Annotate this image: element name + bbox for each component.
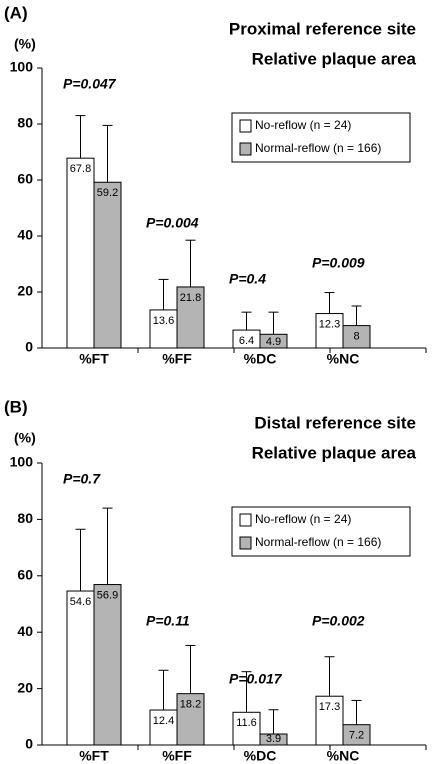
bar (93, 181, 122, 349)
y-axis-label: (%) (14, 430, 36, 446)
y-tick-label: 20 (17, 283, 33, 299)
chart-title: Proximal reference site (229, 19, 416, 38)
bar (232, 711, 261, 746)
p-value: P=0.017 (229, 671, 283, 687)
bar (342, 724, 371, 746)
y-tick-label: 40 (17, 623, 33, 639)
chart-title: Distal reference site (254, 413, 416, 432)
y-tick-label: 60 (17, 171, 33, 187)
value-label: 7.2 (349, 730, 364, 742)
value-label: 8 (353, 331, 359, 343)
legend-swatch (239, 142, 252, 156)
bar (259, 733, 288, 746)
bar (315, 695, 344, 746)
value-label: 56.9 (97, 589, 118, 601)
value-label: 18.2 (180, 699, 201, 711)
y-tick-label: 60 (17, 567, 33, 583)
y-tick-label: 40 (17, 227, 33, 243)
p-value: P=0.7 (63, 471, 101, 487)
bar (176, 693, 205, 746)
bar (149, 709, 178, 746)
bar (176, 286, 205, 349)
value-label: 13.6 (153, 315, 174, 327)
legend-swatch (239, 536, 252, 550)
x-tick-label: %NC (327, 748, 360, 764)
x-tick-label: %FF (162, 748, 192, 764)
value-label: 12.4 (153, 715, 174, 727)
legend-label: Normal-reflow (n = 166) (255, 141, 381, 155)
legend-box (231, 506, 411, 557)
x-tick-label: %FT (79, 748, 109, 764)
p-value: P=0.047 (63, 76, 117, 92)
legend-label: No-reflow (n = 24) (255, 118, 351, 132)
y-tick-label: 20 (17, 679, 33, 695)
value-label: 54.6 (70, 596, 91, 608)
value-label: 59.2 (97, 187, 118, 199)
value-label: 3.9 (266, 733, 281, 745)
bar (66, 157, 95, 349)
x-tick-label: %FT (79, 351, 109, 367)
legend-label: No-reflow (n = 24) (255, 512, 351, 526)
value-label: 11.6 (236, 717, 257, 729)
legend-swatch (239, 513, 252, 527)
bar (66, 590, 95, 746)
value-label: 4.9 (266, 336, 281, 348)
value-label: 67.8 (70, 163, 91, 175)
value-label: 6.4 (239, 335, 254, 347)
value-label: 12.3 (319, 318, 340, 330)
value-label: 21.8 (180, 292, 201, 304)
y-tick-label: 0 (25, 736, 33, 752)
bar (259, 333, 288, 349)
legend-label: Normal-reflow (n = 166) (255, 535, 381, 549)
bar (342, 325, 371, 349)
legend-box (231, 112, 411, 163)
bar (315, 313, 344, 349)
chart-title: Relative plaque area (252, 443, 417, 462)
p-value: P=0.002 (312, 613, 365, 629)
y-tick-label: 80 (17, 115, 33, 131)
legend-swatch (239, 119, 252, 133)
x-tick-label: %NC (327, 351, 360, 367)
p-value: P=0.11 (146, 613, 190, 629)
bar (149, 309, 178, 349)
panel-label: (B) (4, 397, 28, 416)
y-axis-label: (%) (14, 36, 36, 52)
x-tick-label: %DC (244, 748, 277, 764)
x-tick-label: %DC (244, 351, 277, 367)
chart-title: Relative plaque area (252, 49, 417, 68)
y-tick-label: 100 (10, 59, 34, 75)
bar (93, 584, 122, 746)
p-value: P=0.4 (229, 271, 266, 287)
y-tick-label: 0 (25, 339, 33, 355)
x-tick-label: %FF (162, 351, 192, 367)
panel-label: (A) (4, 3, 28, 22)
y-tick-label: 100 (10, 454, 34, 470)
value-label: 17.3 (319, 701, 340, 713)
y-tick-label: 80 (17, 510, 33, 526)
p-value: P=0.009 (312, 255, 365, 271)
p-value: P=0.004 (146, 215, 199, 231)
